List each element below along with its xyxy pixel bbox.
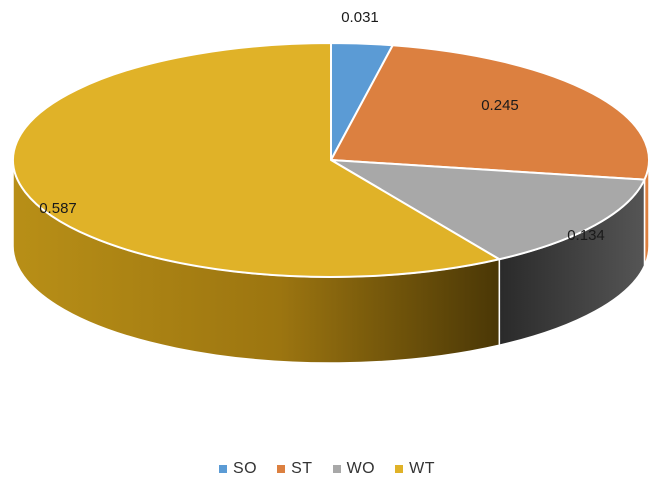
legend-item-so[interactable]: SO	[219, 460, 257, 478]
slice-wt[interactable]	[12, 42, 501, 278]
data-label-wt: 0.587	[39, 200, 77, 217]
slice-wo[interactable]	[330, 159, 646, 261]
legend-swatch-so	[219, 465, 227, 473]
legend-swatch-st	[277, 465, 286, 473]
legend-label: SO	[233, 460, 258, 477]
slice-st[interactable]	[330, 44, 650, 181]
legend-item-wt[interactable]: WT	[395, 460, 435, 478]
data-label-wo: 0.134	[567, 227, 605, 244]
legend-swatch-wo	[332, 465, 341, 473]
legend-label: ST	[291, 460, 313, 477]
legend-label: WO	[346, 460, 376, 477]
data-label-st: 0.245	[481, 97, 519, 114]
legend-label: WT	[409, 460, 435, 477]
legend-swatch-wt	[395, 465, 404, 473]
legend-item-wo[interactable]: WO	[332, 460, 376, 478]
legend: SO ST WO WT	[0, 460, 654, 478]
legend-item-st[interactable]: ST	[277, 460, 312, 478]
data-label-so: 0.031	[341, 9, 379, 26]
